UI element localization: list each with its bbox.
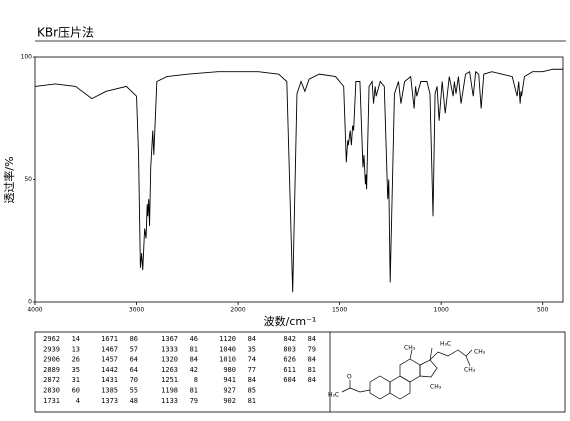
peak-wavenumber: 2962 [43,335,60,343]
peak-transmittance: 42 [190,366,198,374]
peak-wavenumber: 2889 [43,366,60,374]
structure-label: H₃C [328,392,339,399]
peak-transmittance: 64 [130,366,138,374]
peak-transmittance: 31 [72,376,80,384]
y-tick-label: 100 [21,54,33,61]
peak-wavenumber: 902 [223,397,236,405]
peak-transmittance: 70 [130,376,138,384]
peak-transmittance: 85 [248,387,256,395]
peak-transmittance: 46 [190,335,198,343]
peak-transmittance: 84 [308,356,316,364]
peak-wavenumber: 1431 [101,376,118,384]
peak-wavenumber: 1457 [101,356,118,364]
structure-label: CH₃ [474,349,486,356]
structure-label: H₃C [440,341,451,348]
chart-title: KBr压片法 [37,26,94,40]
peak-wavenumber: 1467 [101,345,118,353]
peak-wavenumber: 980 [223,366,236,374]
x-tick-label: 3000 [129,307,144,314]
peak-transmittance: 60 [72,387,80,395]
peak-transmittance: 8 [194,376,198,384]
x-tick-label: 4000 [27,307,42,314]
peak-wavenumber: 1133 [161,397,178,405]
peak-transmittance: 84 [190,356,198,364]
structure-label: O [347,374,352,381]
peak-transmittance: 48 [130,397,138,405]
x-tick-label: 500 [537,307,549,314]
peak-wavenumber: 1010 [219,356,236,364]
table-frame [34,331,566,413]
peak-wavenumber: 1320 [161,356,178,364]
peak-transmittance: 35 [72,366,80,374]
x-tick-label: 2000 [230,307,245,314]
peak-wavenumber: 941 [223,376,236,384]
peak-transmittance: 77 [248,366,256,374]
peak-wavenumber: 1198 [161,387,178,395]
peak-wavenumber: 1263 [161,366,178,374]
peak-transmittance: 35 [248,345,256,353]
peak-transmittance: 64 [130,356,138,364]
y-tick-label: 0 [28,299,32,306]
peak-transmittance: 74 [248,356,256,364]
peak-transmittance: 81 [190,387,198,395]
peak-transmittance: 57 [130,345,138,353]
peak-wavenumber: 1731 [43,397,60,405]
peak-wavenumber: 2830 [43,387,60,395]
peak-wavenumber: 1442 [101,366,118,374]
structure [341,347,473,400]
peak-transmittance: 81 [248,397,256,405]
spectrum-line [34,68,563,293]
peak-wavenumber: 1333 [161,345,178,353]
peak-wavenumber: 626 [283,356,296,364]
structure-label: CH₃ [404,345,416,352]
peak-wavenumber: 1251 [161,376,178,384]
peak-wavenumber: 842 [283,335,296,343]
peak-wavenumber: 1671 [101,335,118,343]
peak-wavenumber: 1385 [101,387,118,395]
peak-wavenumber: 2906 [43,356,60,364]
y-tick-label: 50 [24,176,32,183]
structure-label: CH₃ [464,367,476,374]
peak-wavenumber: 2939 [43,345,60,353]
peak-wavenumber: 1373 [101,397,118,405]
peak-transmittance: 55 [130,387,138,395]
peak-wavenumber: 611 [283,366,296,374]
peak-transmittance: 84 [248,376,256,384]
peak-wavenumber: 927 [223,387,236,395]
peak-wavenumber: 1367 [161,335,178,343]
peak-transmittance: 81 [190,345,198,353]
peak-transmittance: 81 [308,366,316,374]
peak-transmittance: 79 [190,397,198,405]
peak-transmittance: 14 [72,335,80,343]
peak-transmittance: 84 [308,335,316,343]
peak-transmittance: 86 [130,335,138,343]
peak-wavenumber: 803 [283,345,296,353]
plot-frame [34,56,564,303]
y-axis-label: 透过率/% [2,156,16,203]
peak-transmittance: 4 [76,397,80,405]
peak-wavenumber: 1120 [219,335,236,343]
peak-transmittance: 26 [72,356,80,364]
structure-label: CH₃ [430,384,442,391]
x-axis-label: 波数/cm⁻¹ [264,315,317,328]
peak-wavenumber: 604 [283,376,296,384]
peak-transmittance: 13 [72,345,80,353]
peak-transmittance: 79 [308,345,316,353]
x-tick-label: 1500 [332,307,347,314]
peak-wavenumber: 2872 [43,376,60,384]
peak-wavenumber: 1040 [219,345,236,353]
peak-transmittance: 84 [308,376,316,384]
peak-transmittance: 84 [248,335,256,343]
x-tick-label: 1000 [434,307,449,314]
